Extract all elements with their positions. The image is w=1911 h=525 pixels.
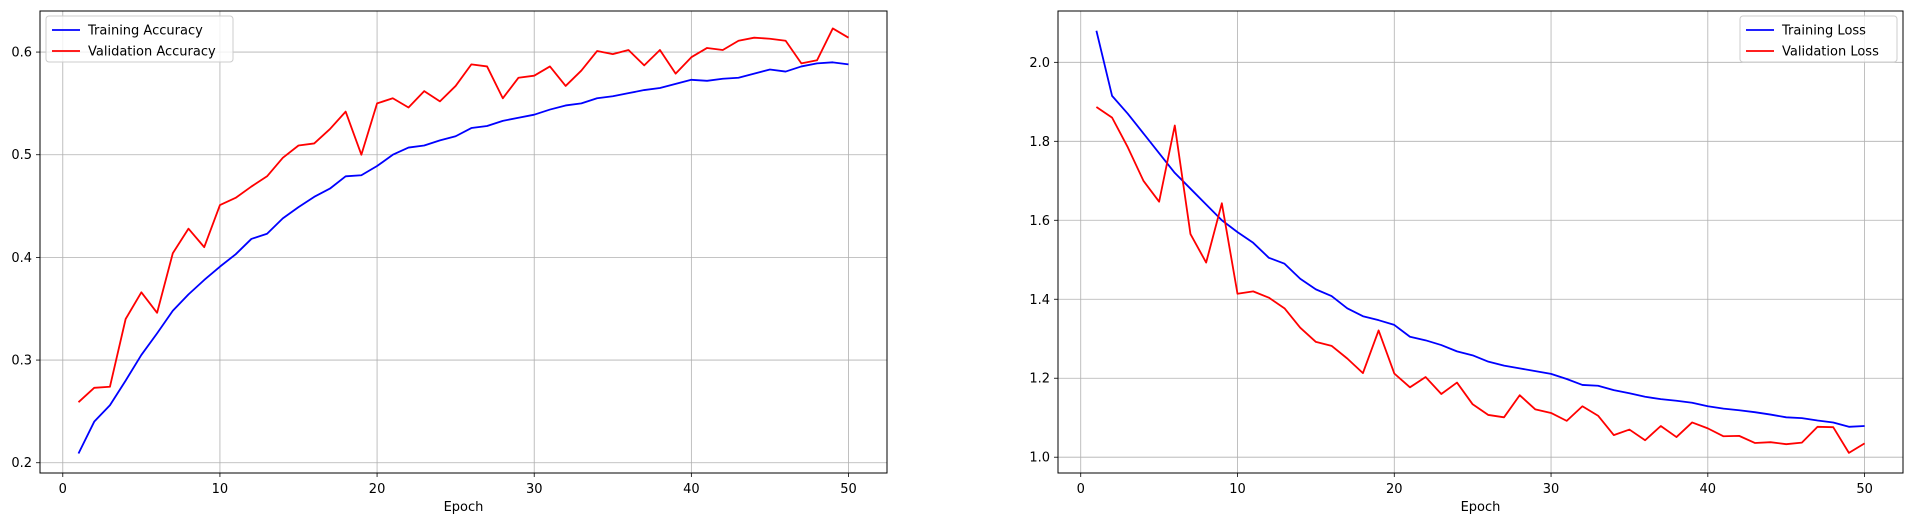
plot-frame [39, 10, 888, 474]
legend-entry-label: Validation Loss [1782, 45, 1879, 60]
x-tick-label: 20 [1386, 482, 1403, 497]
plot-frame [1057, 10, 1904, 474]
x-tick-label: 0 [59, 482, 67, 497]
x-axis-label: Epoch [444, 500, 484, 515]
legend-entry-label: Training Accuracy [87, 24, 203, 39]
legend-entry-label: Training Loss [1781, 24, 1866, 39]
y-tick-label: 1.0 [1029, 451, 1050, 466]
x-axis-label: Epoch [1461, 500, 1501, 515]
x-tick-label: 0 [1077, 482, 1085, 497]
y-tick-label: 1.6 [1029, 214, 1050, 229]
x-tick-label: 20 [369, 482, 386, 497]
x-tick-label: 10 [212, 482, 229, 497]
y-tick-label: 1.8 [1029, 135, 1050, 150]
y-tick-label: 0.2 [11, 456, 32, 471]
x-tick-label: 10 [1229, 482, 1246, 497]
legend-box [1739, 15, 1898, 63]
loss-axes: 0 10 20 30 40 50 1.0 1.2 1.4 1.6 1.8 2.0 Epoch Traini… [1029, 10, 1904, 515]
x-tick-label: 40 [683, 482, 700, 497]
loss-series-validation-line [1095, 106, 1866, 454]
x-tick-label: 30 [526, 482, 543, 497]
y-tick-label: 2.0 [1029, 56, 1050, 71]
x-tick-label: 40 [1700, 482, 1717, 497]
legend-box [45, 15, 234, 63]
y-tick-label: 1.4 [1029, 293, 1050, 308]
legend-entry-label: Validation Accuracy [88, 45, 216, 60]
y-tick-label: 0.5 [11, 148, 32, 163]
accuracy-series-validation-line [77, 27, 849, 403]
y-tick-label: 0.6 [11, 46, 32, 61]
y-tick-label: 0.4 [11, 251, 32, 266]
x-tick-label: 50 [840, 482, 857, 497]
y-tick-label: 0.3 [11, 354, 32, 369]
legend: Training Accuracy Validation Accuracy [45, 15, 234, 63]
x-tick-label: 50 [1856, 482, 1873, 497]
legend: Training Loss Validation Loss [1739, 15, 1898, 63]
x-tick-label: 30 [1543, 482, 1560, 497]
y-tick-label: 1.2 [1029, 372, 1050, 387]
accuracy-series-training-line [77, 61, 849, 454]
accuracy-axes: 0 10 20 30 40 50 0.2 0.3 0.4 0.5 0.6 Epoch Training … [11, 10, 888, 515]
